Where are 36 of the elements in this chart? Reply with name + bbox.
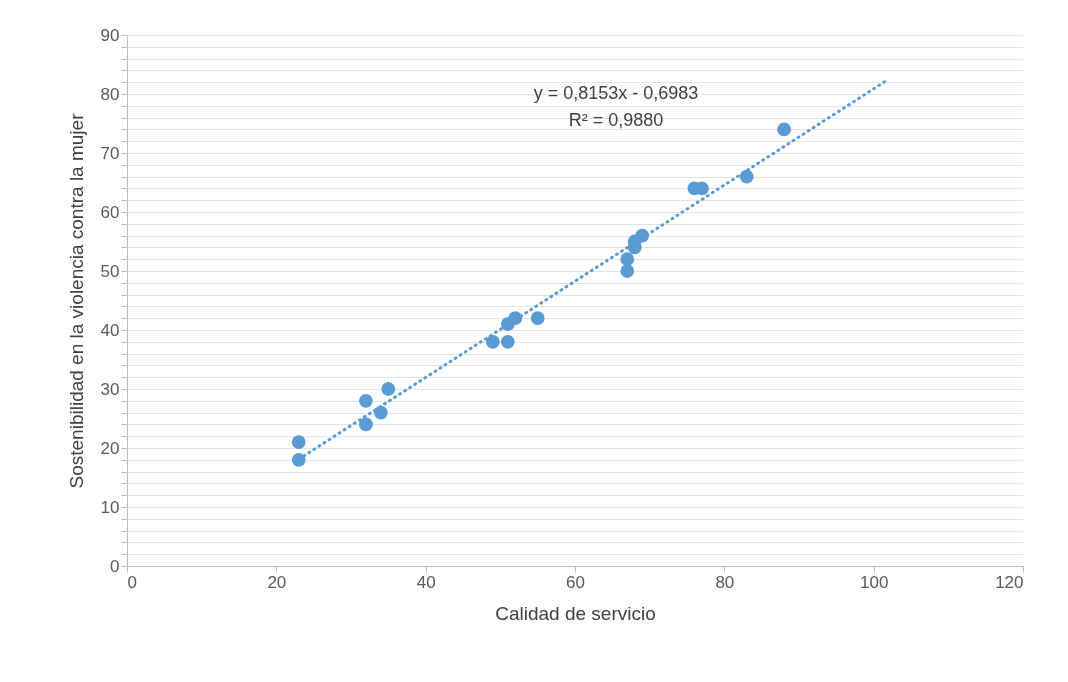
- point: [620, 252, 635, 267]
- annotation: y = 0,8153x - 0,6983: [533, 83, 699, 103]
- point: [291, 435, 306, 449]
- point: [777, 122, 791, 137]
- y-tick-label: 60: [100, 202, 120, 222]
- y-axis-title: Sostenibilidad en la violencia contra la mujer: [65, 112, 87, 489]
- y-tick-label: 30: [100, 379, 120, 399]
- x-tick-label: 60: [566, 572, 585, 592]
- x-tick-label: 40: [416, 572, 436, 592]
- point: [500, 334, 515, 349]
- point: [508, 311, 523, 326]
- point: [381, 382, 396, 396]
- y-tick-label: 10: [100, 497, 120, 517]
- x-tick-label: 0: [127, 572, 137, 592]
- x-axis-title: Calidad de servicio: [495, 602, 656, 624]
- y-tick-label: 40: [100, 320, 120, 340]
- y-tick-label: 50: [100, 261, 120, 281]
- point: [359, 393, 373, 408]
- y-tick-label: 20: [100, 438, 120, 458]
- annotation: R² = 0,9880: [568, 110, 664, 130]
- point: [359, 417, 373, 432]
- point: [739, 169, 754, 184]
- point: [635, 228, 650, 243]
- point: [373, 405, 388, 420]
- point: [291, 452, 306, 467]
- y-tick-label: 80: [100, 84, 120, 104]
- x-tick-label: 100: [859, 572, 889, 592]
- point: [485, 334, 500, 349]
- x-tick-label: 80: [715, 572, 735, 592]
- x-tick-label: 20: [267, 572, 287, 592]
- y-tick-label: 70: [100, 143, 120, 163]
- point: [530, 311, 545, 326]
- y-tick-label: 0: [110, 556, 120, 576]
- x-tick-label: 120: [995, 572, 1024, 592]
- point: [620, 264, 635, 278]
- y-tick-label: 90: [100, 25, 120, 45]
